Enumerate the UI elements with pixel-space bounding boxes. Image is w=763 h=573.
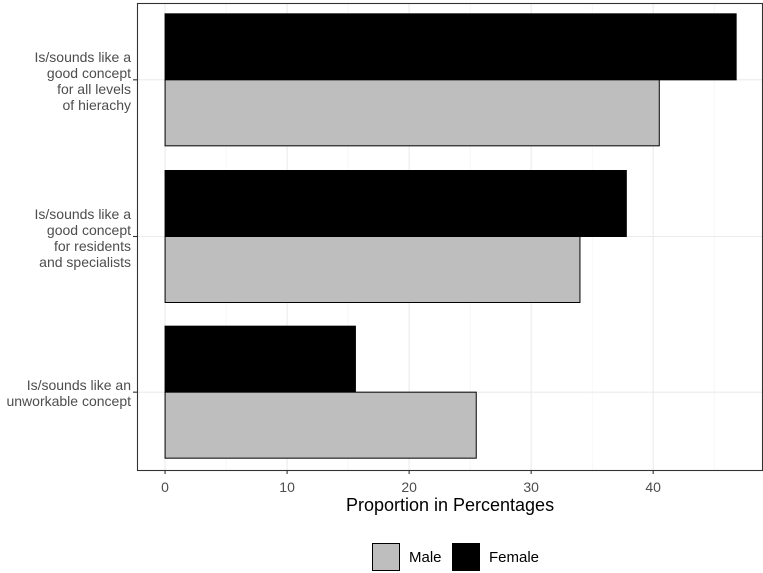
legend-label-female: Female [489, 549, 540, 566]
legend-swatch-female [452, 543, 480, 571]
legend-label-male: Male [409, 549, 442, 566]
x-tick-label: 10 [279, 479, 295, 495]
x-tick-label: 40 [645, 479, 661, 495]
legend-swatch-male [372, 543, 400, 571]
bar-male [164, 391, 477, 459]
bar-male [164, 79, 660, 147]
y-tick-label: Is/sounds like an unworkable concept [6, 377, 131, 410]
x-tick-label: 20 [401, 479, 417, 495]
y-tick-label: Is/sounds like a good concept for reside… [34, 205, 132, 270]
bar-female [164, 170, 627, 237]
bar-female [164, 325, 356, 393]
x-axis-title: Proportion in Percentages [345, 495, 555, 515]
x-tick-label: 30 [523, 479, 539, 495]
y-tick-label: Is/sounds like a good concept for all le… [34, 48, 132, 113]
x-tick-label: 0 [161, 479, 169, 495]
bar-female [164, 13, 737, 81]
bar-male [164, 236, 581, 303]
